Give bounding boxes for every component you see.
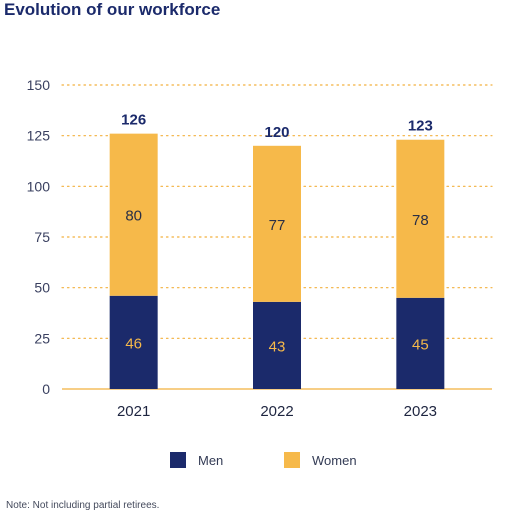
bar-segment-women (253, 145, 301, 302)
data-label-men: 45 (412, 336, 429, 353)
y-tick-label: 100 (27, 178, 51, 194)
y-tick-label: 25 (34, 330, 50, 346)
data-label-women: 80 (125, 208, 142, 225)
data-label-women: 77 (269, 217, 286, 234)
legend-swatch-men (170, 452, 186, 468)
chart-title: Evolution of our workforce (4, 0, 221, 19)
footnote: Note: Not including partial retirees. (6, 500, 160, 511)
bar-segment-women (396, 139, 445, 298)
y-tick-label: 50 (34, 280, 50, 296)
x-tick-label: 2022 (260, 403, 293, 420)
data-label-men: 46 (125, 335, 142, 352)
x-tick-label: 2021 (117, 403, 150, 420)
data-label-total: 126 (121, 112, 146, 129)
stacked-bar-chart: 0 25 50 75 100 125 150 46 80 126 2021 43 77 120 2022 45… (27, 77, 493, 420)
chart-legend: Men Women (0, 452, 526, 472)
y-tick-label: 125 (27, 128, 51, 144)
y-tick-label: 150 (27, 77, 51, 93)
bar-segment-men (109, 295, 158, 389)
bar-segment-men (253, 301, 301, 389)
legend-item-women: Women (284, 452, 357, 468)
legend-item-men: Men (170, 452, 223, 468)
legend-label-men: Men (198, 452, 224, 468)
bar-segment-women (109, 133, 158, 296)
bar-segment-men (396, 297, 445, 389)
data-label-total: 120 (264, 124, 289, 141)
x-tick-label: 2023 (404, 403, 437, 420)
legend-swatch-women (284, 452, 300, 468)
data-label-women: 78 (412, 212, 429, 229)
y-tick-label: 0 (42, 381, 50, 397)
data-label-total: 123 (408, 118, 433, 135)
legend-label-women: Women (312, 452, 357, 468)
y-tick-label: 75 (34, 229, 50, 245)
data-label-men: 43 (269, 338, 286, 355)
